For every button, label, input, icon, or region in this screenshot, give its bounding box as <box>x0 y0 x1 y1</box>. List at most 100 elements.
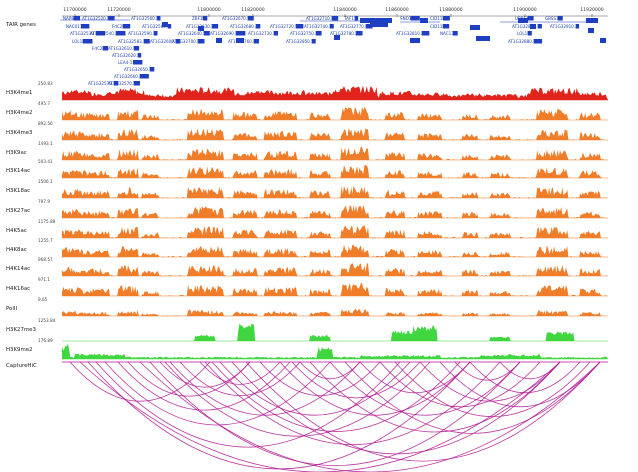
track-h3k4me3[interactable]: H3K4me3 892.56 <box>6 121 608 141</box>
gene-model[interactable] <box>354 16 359 21</box>
interaction-arc[interactable] <box>469 361 581 394</box>
gene-label[interactable]: TAF1 <box>343 16 354 21</box>
gene-label[interactable]: AT1G32640.1 <box>178 31 206 36</box>
gene-model[interactable] <box>95 31 106 36</box>
interaction-arc[interactable] <box>309 361 561 433</box>
interaction-arc[interactable] <box>149 361 521 466</box>
interaction-arc[interactable] <box>159 361 251 388</box>
gene-model[interactable] <box>73 16 81 21</box>
gene-model[interactable] <box>273 31 278 36</box>
interaction-arc[interactable] <box>211 361 461 432</box>
gene-label[interactable]: AT1G32660.1 <box>114 74 142 79</box>
gene-label[interactable]: AT1G32880.1 <box>508 39 536 44</box>
track-h4k16ac[interactable]: H4K16ac 971.1 <box>6 277 608 297</box>
interaction-arc[interactable] <box>231 361 561 455</box>
gene-model[interactable] <box>360 18 392 23</box>
gene-label[interactable]: AT1G32850.1 <box>286 39 314 44</box>
gene-model[interactable] <box>156 16 161 21</box>
gene-model[interactable] <box>236 38 244 43</box>
track-h3k9me2[interactable]: H3K9me2 176.89 <box>6 338 608 360</box>
track-h4k5ac[interactable]: H4K5ac 1175.88 <box>6 219 608 239</box>
gene-label[interactable]: NAC011 <box>66 24 83 29</box>
gene-model[interactable] <box>600 38 606 43</box>
gene-model[interactable] <box>586 18 598 23</box>
gene-label[interactable]: AT1G32690.1 <box>210 31 238 36</box>
gene-model[interactable] <box>537 24 542 29</box>
gene-model[interactable] <box>202 16 208 21</box>
interaction-arc[interactable] <box>454 361 521 381</box>
gene-model[interactable] <box>557 16 563 21</box>
gene-model[interactable] <box>575 24 580 29</box>
gene-label[interactable]: CID11 <box>430 24 443 29</box>
gene-label[interactable]: FdC2 <box>112 24 123 29</box>
gene-model[interactable] <box>216 38 222 43</box>
gene-model[interactable] <box>255 24 261 29</box>
gene-model[interactable] <box>470 25 480 30</box>
gene-model[interactable] <box>132 60 143 65</box>
gene-label[interactable]: AT1G32590.1 <box>128 31 156 36</box>
gene-model[interactable] <box>107 16 115 21</box>
gene-label[interactable]: AT1G32580.1 <box>142 24 170 29</box>
gene-label[interactable]: AT1G32710.1 <box>306 16 334 21</box>
gene-model[interactable] <box>137 53 142 58</box>
gene-label[interactable]: AT1G32670.1 <box>222 16 250 21</box>
gene-label[interactable]: NAC13 <box>440 31 454 36</box>
gene-label[interactable]: AT1G32810.2 <box>396 31 424 36</box>
track-h3k18ac[interactable]: H3K18ac 1506.1 <box>6 179 608 199</box>
track-h3k27ac[interactable]: H3K27ac 797.9 <box>6 199 608 219</box>
gene-model[interactable] <box>452 31 458 36</box>
gene-annotation-track[interactable]: NAP8 AT1G32520.1 AT1G32560.1 ZBF1 AT1G32670.… <box>60 16 606 86</box>
gene-label[interactable]: AT1G32860.1 <box>512 24 540 29</box>
gene-model[interactable] <box>527 31 532 36</box>
gene-label[interactable]: NAP8 <box>63 16 74 21</box>
gene-model[interactable] <box>420 18 428 23</box>
interaction-arc[interactable] <box>419 361 561 402</box>
gene-label[interactable]: GBSS1 <box>545 16 559 21</box>
interaction-arc[interactable] <box>344 361 601 434</box>
gene-model[interactable] <box>139 74 149 79</box>
track-h4k14ac[interactable]: H4K14ac 968.57 <box>6 257 608 277</box>
gene-label[interactable]: AT1G32560.1 <box>131 16 159 21</box>
interaction-arc[interactable] <box>169 361 361 416</box>
gene-model[interactable] <box>122 24 131 29</box>
gene-label[interactable]: AT1G32750.1 <box>290 31 318 36</box>
interaction-arc[interactable] <box>499 361 561 379</box>
gene-label[interactable]: CID11 <box>430 16 443 21</box>
gene-label[interactable]: AT1G32780.1 <box>330 31 358 36</box>
gene-model[interactable] <box>253 39 259 44</box>
interaction-arc[interactable] <box>219 361 411 416</box>
gene-model[interactable] <box>421 31 430 36</box>
gene-label[interactable]: AT1G32570.2 <box>108 81 136 86</box>
gene-model[interactable] <box>518 18 528 23</box>
gene-label[interactable]: FdC2 <box>92 46 103 51</box>
gene-model[interactable] <box>153 31 158 36</box>
interaction-arc[interactable] <box>379 361 541 408</box>
gene-label[interactable]: AT1G32570.1 <box>88 81 116 86</box>
gene-model[interactable] <box>442 24 450 29</box>
gene-model[interactable] <box>311 39 316 44</box>
interaction-arc[interactable] <box>199 361 281 385</box>
interaction-arc[interactable] <box>329 361 521 416</box>
interaction-arc[interactable] <box>291 361 421 399</box>
gene-model[interactable] <box>533 39 543 44</box>
track-h3k9ac[interactable]: H3K9ac 1493.1 <box>6 141 608 161</box>
gene-model[interactable] <box>410 38 420 43</box>
gene-label[interactable]: AT1G32530.1 <box>70 31 98 36</box>
interaction-arc[interactable] <box>245 361 601 462</box>
gene-model[interactable] <box>162 22 168 27</box>
gene-label[interactable]: SNO1 <box>400 16 412 21</box>
gene-model[interactable] <box>329 24 334 29</box>
gene-model[interactable] <box>175 39 181 44</box>
interaction-arc[interactable] <box>117 361 291 411</box>
gene-model[interactable] <box>203 31 210 36</box>
capturehic-arcs[interactable] <box>69 361 601 472</box>
gene-model[interactable] <box>370 22 388 27</box>
gene-model[interactable] <box>198 26 204 31</box>
gene-model[interactable] <box>113 81 119 86</box>
gene-model[interactable] <box>247 16 254 21</box>
gene-label[interactable]: AT1G32583.1 <box>118 39 146 44</box>
gene-label[interactable]: AT1G32730.1 <box>248 31 276 36</box>
gene-model[interactable] <box>331 16 339 21</box>
track-h3k4me1[interactable]: H3K4me1 250.83 <box>6 81 608 101</box>
